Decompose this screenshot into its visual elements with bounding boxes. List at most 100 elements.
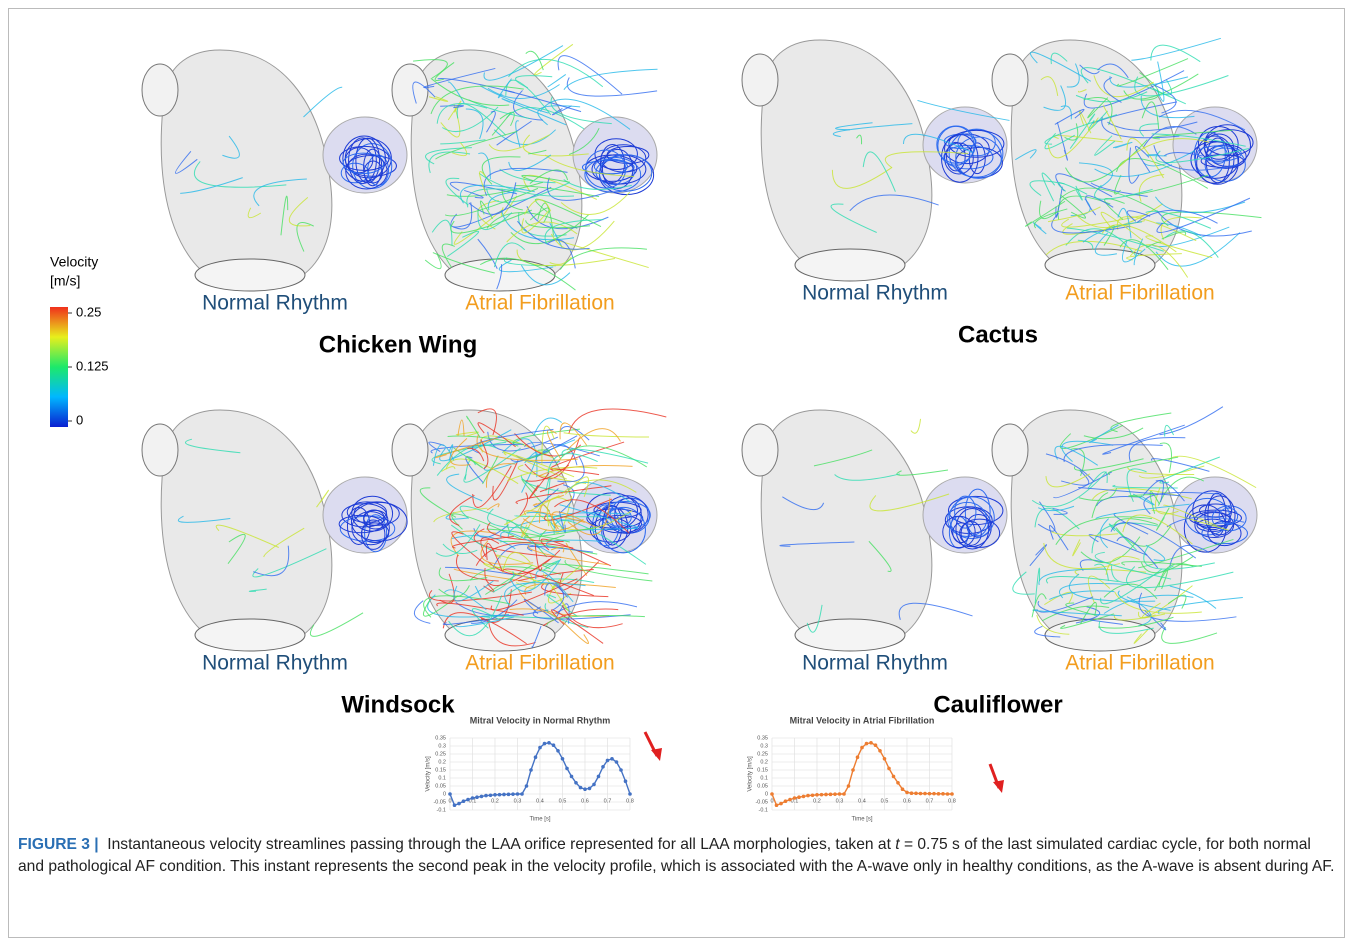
arrow-head [651,748,662,761]
streamline [558,56,622,94]
colorbar-tick-label: 0.25 [76,304,101,319]
x-axis-label: Time [s] [529,817,550,823]
point [775,803,779,807]
rhythm-label: Normal Rhythm [202,292,348,315]
rhythm-label: Atrial Fibrillation [1065,282,1214,305]
streamline [567,429,620,450]
vein [392,64,428,116]
point [878,749,882,753]
point [628,792,632,796]
x-tick-label: 0 [448,798,451,804]
y-tick-label: 0.25 [435,751,446,757]
x-tick-label: 0.4 [536,798,544,804]
point [865,742,869,746]
x-axis-label: Time [s] [851,817,872,823]
point [788,798,792,802]
point [937,792,941,796]
point [941,792,945,796]
point [538,746,542,750]
point [529,768,533,772]
heart-render [142,410,407,651]
streamline [567,77,657,96]
x-tick-label: 0.8 [626,798,634,804]
point [874,743,878,747]
x-tick-label: 0.4 [858,798,866,804]
point [592,783,596,787]
chart-title: Mitral Velocity in Normal Rhythm [470,715,611,725]
point [946,792,950,796]
caption: FIGURE 3 | Instantaneous velocity stream… [18,834,1338,878]
x-tick-label: 0.8 [948,798,956,804]
morphology-title: Cauliflower [933,691,1062,718]
colorbar [50,307,68,427]
point [457,802,461,806]
streamline [911,419,921,433]
streamline [1131,38,1220,60]
point [484,794,488,798]
streamline [1162,627,1217,643]
streamline [1151,45,1200,62]
point [565,767,569,771]
streamline [569,409,667,434]
y-tick-label: 0.1 [760,775,768,781]
colorbar-tick-label: 0 [76,412,83,427]
vein [742,54,778,106]
point [919,792,923,796]
valve [1045,249,1155,281]
atrium [161,410,332,650]
point [851,768,855,772]
rhythm-label: Atrial Fibrillation [465,292,614,315]
y-tick-label: -0.1 [759,807,768,813]
heart-render [742,410,1007,651]
vein [142,424,178,476]
y-tick-label: 0.2 [760,759,768,765]
vein [142,64,178,116]
colorbar-unit: [m/s] [50,273,80,289]
point [770,792,774,796]
point [950,792,954,796]
point [901,787,905,791]
point [869,741,873,745]
point [610,757,614,761]
x-tick-label: 0.6 [903,798,911,804]
point [489,793,493,797]
point [847,784,851,788]
y-tick-label: 0.3 [438,743,446,749]
point [579,786,583,790]
point [932,792,936,796]
x-tick-label: 0.3 [514,798,522,804]
appendage [1173,107,1257,183]
point [498,793,502,797]
point [534,755,538,759]
x-tick-label: 0.6 [581,798,589,804]
point [588,787,592,791]
point [547,741,551,745]
y-axis-label: Velocity [m/s] [426,756,432,792]
point [910,791,914,795]
point [597,775,601,779]
point [493,793,497,797]
point [525,784,529,788]
figure: Velocity [m/s] 0.250.1250Normal RhythmAt… [0,0,1355,830]
point [480,795,484,799]
point [466,798,470,802]
point [815,793,819,797]
point [570,775,574,779]
point [583,787,587,791]
point [914,792,918,796]
heart-render [142,50,407,291]
caption-label: FIGURE 3 | [18,836,99,853]
point [601,765,605,769]
heart-render [992,38,1261,281]
point [928,792,932,796]
point [624,779,628,783]
y-tick-label: 0.05 [757,783,768,789]
colorbar-title: Velocity [50,254,98,270]
valve [1045,619,1155,651]
page: Velocity [m/s] 0.250.1250Normal RhythmAt… [0,0,1355,949]
point [543,742,547,746]
y-tick-label: -0.05 [755,799,768,805]
valve [195,259,305,291]
point [802,795,806,799]
caption-text: Instantaneous velocity streamlines passi… [107,836,891,853]
